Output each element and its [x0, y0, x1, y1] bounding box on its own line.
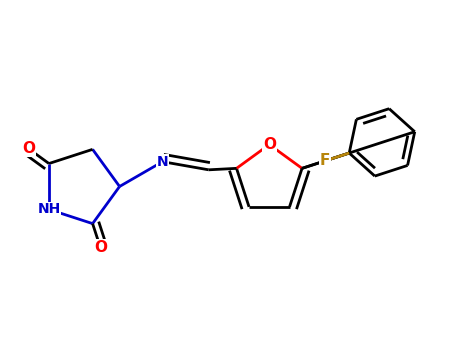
Text: NH: NH	[37, 202, 61, 216]
Text: O: O	[22, 141, 35, 156]
Text: O: O	[263, 137, 276, 152]
Text: O: O	[94, 240, 107, 255]
Text: F: F	[320, 153, 330, 168]
Text: N: N	[157, 155, 168, 169]
